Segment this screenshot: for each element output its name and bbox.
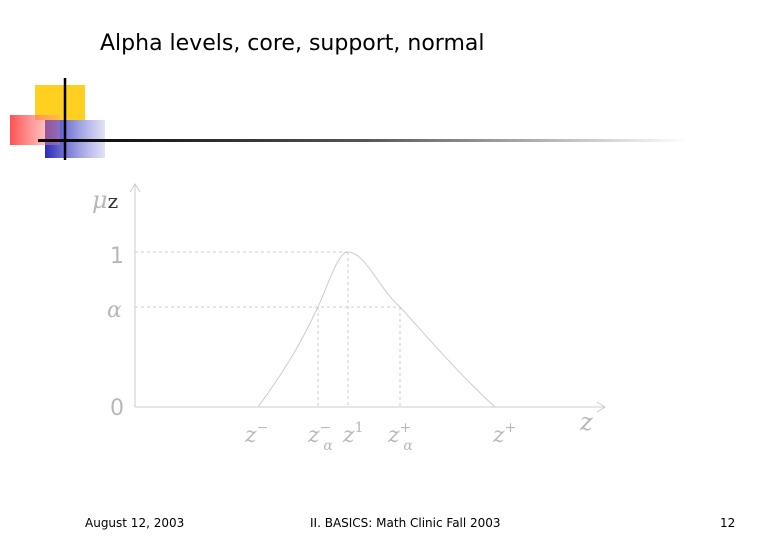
x-label: z+: [492, 420, 516, 448]
x-arrow: [596, 401, 606, 413]
label-base: z: [387, 423, 400, 448]
footer-date: August 12, 2003: [85, 516, 184, 530]
x-label: z− α: [307, 420, 333, 454]
label-sup: 1: [355, 420, 364, 436]
guides: [135, 251, 401, 407]
label-sup: −: [257, 420, 269, 436]
membership-curve: [257, 251, 496, 408]
label-base: z: [244, 423, 257, 448]
level-label: α: [107, 298, 122, 323]
label-base: z: [307, 423, 320, 448]
x-label: z+ α: [387, 420, 413, 454]
label-sub: z: [108, 189, 119, 213]
y-axis-label: μz: [92, 186, 118, 214]
y-arrow: [129, 183, 141, 193]
footer-course: II. BASICS: Math Clinic Fall 2003: [310, 516, 501, 530]
label-sup: +: [400, 420, 412, 436]
diagram: [129, 183, 606, 413]
label-base: z: [342, 423, 355, 448]
slide-title: Alpha levels, core, support, normal: [100, 31, 484, 56]
yellow-square: [35, 85, 85, 120]
label-sup: +: [505, 420, 517, 436]
label-sub: α: [403, 438, 413, 454]
x-axis-label: z: [579, 408, 593, 436]
x-label: z−: [244, 420, 268, 448]
label-base: z: [492, 423, 505, 448]
footer-page: 12: [720, 516, 735, 530]
horizontal-rule: [38, 139, 688, 142]
level-label: 1: [110, 244, 124, 269]
logo: [10, 78, 688, 160]
label-base: μ: [92, 186, 108, 214]
x-label: z1: [342, 420, 364, 448]
level-label: 0: [110, 396, 124, 421]
x-labels: z− z− α z1 z+ α z+: [244, 420, 516, 454]
label-sub: α: [323, 438, 333, 454]
label-sup: −: [320, 420, 332, 436]
